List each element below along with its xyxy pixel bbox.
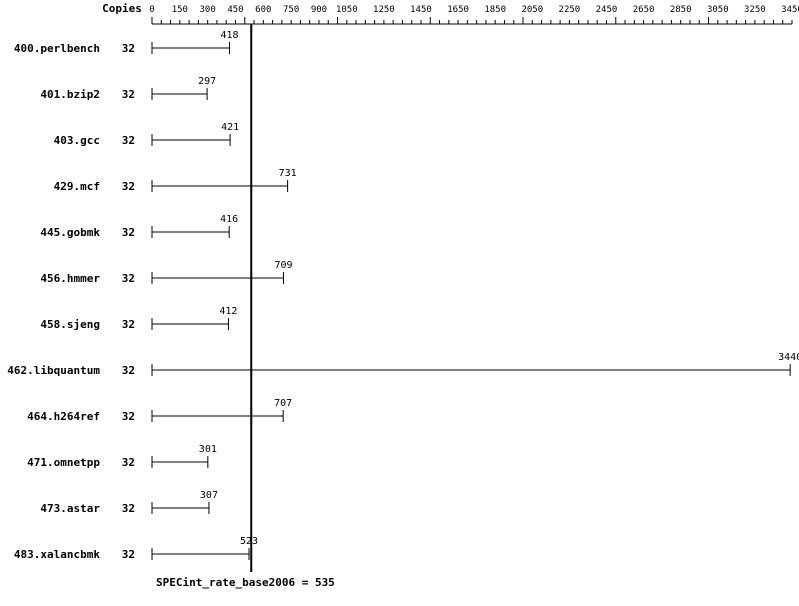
axis-tick-label: 2250 [559, 5, 581, 15]
benchmark-name: 473.astar [40, 502, 100, 515]
axis-tick-label: 1250 [373, 5, 395, 15]
copies-value: 32 [122, 410, 135, 423]
bar-value-label: 418 [221, 30, 239, 41]
bar-value-label: 709 [274, 260, 292, 271]
copies-value: 32 [122, 548, 135, 561]
copies-value: 32 [122, 226, 135, 239]
bar-value-label: 301 [199, 444, 217, 455]
axis-tick-label: 750 [283, 5, 299, 15]
axis-tick-label: 300 [200, 5, 216, 15]
benchmark-name: 462.libquantum [7, 364, 100, 377]
bar-value-label: 421 [221, 122, 239, 133]
bar-value-label: 307 [200, 490, 218, 501]
axis-tick-label: 0 [149, 5, 154, 15]
bar-value-label: 707 [274, 398, 292, 409]
bar-value-label: 297 [198, 76, 216, 87]
axis-tick-label: 3050 [707, 5, 729, 15]
bar-value-label: 523 [240, 536, 258, 547]
copies-value: 32 [122, 88, 135, 101]
axis-tick-label: 2450 [596, 5, 618, 15]
axis-tick-label: 1450 [410, 5, 432, 15]
reference-label: SPECint_rate_base2006 = 535 [156, 576, 335, 589]
benchmark-name: 429.mcf [54, 180, 100, 193]
benchmark-name: 464.h264ref [27, 410, 100, 423]
axis-tick-label: 1650 [447, 5, 469, 15]
benchmark-name: 400.perlbench [14, 42, 100, 55]
axis-tick-label: 2650 [633, 5, 655, 15]
axis-tick-label: 600 [255, 5, 271, 15]
benchmark-name: 403.gcc [54, 134, 100, 147]
bar-value-label: 731 [279, 168, 297, 179]
copies-value: 32 [122, 180, 135, 193]
copies-value: 32 [122, 134, 135, 147]
copies-header: Copies [102, 2, 142, 15]
axis-tick-label: 900 [311, 5, 327, 15]
copies-value: 32 [122, 364, 135, 377]
axis-tick-label: 2850 [670, 5, 692, 15]
benchmark-chart: 0 150 300 450 600 750 900 1050 1250 1450 1650 1850 2… [0, 0, 799, 606]
benchmark-name: 483.xalancbmk [14, 548, 100, 561]
axis-tick-label: 2050 [521, 5, 543, 15]
copies-value: 32 [122, 502, 135, 515]
benchmark-name: 445.gobmk [40, 226, 100, 239]
benchmark-name: 456.hmmer [40, 272, 100, 285]
copies-value: 32 [122, 318, 135, 331]
copies-value: 32 [122, 42, 135, 55]
bar-value-label: 3440 [778, 352, 799, 363]
axis-tick-label: 1050 [336, 5, 358, 15]
bar-value-label: 416 [220, 214, 238, 225]
benchmark-name: 458.sjeng [40, 318, 100, 331]
axis-tick-label: 450 [227, 5, 243, 15]
bar-value-label: 412 [219, 306, 237, 317]
benchmark-name: 401.bzip2 [40, 88, 100, 101]
axis-tick-label: 3450 [781, 5, 799, 15]
axis-tick-label: 3250 [744, 5, 766, 15]
axis-tick-label: 150 [172, 5, 188, 15]
copies-value: 32 [122, 456, 135, 469]
copies-value: 32 [122, 272, 135, 285]
axis-tick-label: 1850 [484, 5, 506, 15]
benchmark-name: 471.omnetpp [27, 456, 100, 469]
